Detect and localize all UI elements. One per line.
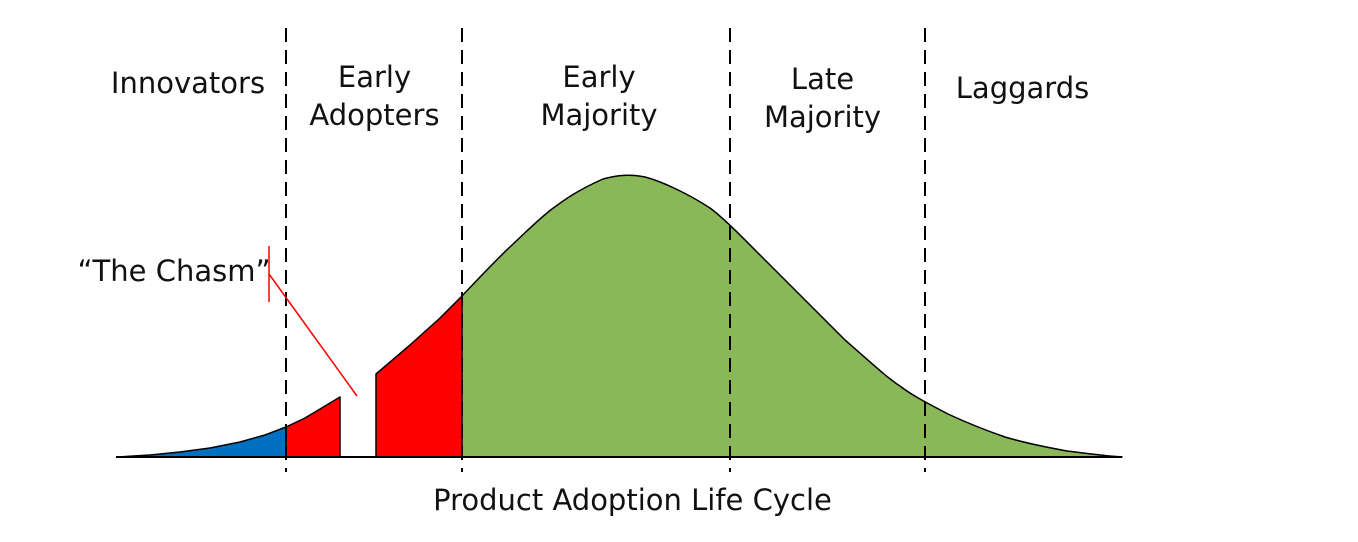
chasm-pointer-line [268, 273, 358, 397]
diagram-title: Product Adoption Life Cycle [433, 483, 832, 517]
early-adopters-area-right [375, 295, 463, 458]
majority-laggards-area [461, 174, 1123, 458]
segment-label-laggards: Laggards [935, 69, 1110, 107]
innovators-area [117, 426, 287, 458]
segment-label-line: Laggards [955, 71, 1090, 105]
segment-label-line: Innovators [110, 66, 266, 100]
segment-label-line: Adopters [309, 98, 440, 132]
segment-label-early-majority: Early Majority [515, 58, 683, 134]
segment-label-line: Early [337, 60, 412, 94]
chasm-label: “The Chasm” [77, 254, 271, 288]
segment-label-line: Late [790, 62, 855, 96]
segment-label-line: Majority [540, 98, 658, 132]
segment-label-late-majority: Late Majority [740, 60, 905, 136]
segment-label-early-adopters: Early Adopters [292, 58, 457, 134]
segment-label-line: Majority [763, 100, 882, 134]
segment-label-line: Early [562, 60, 636, 94]
early-adopters-area-left [285, 396, 341, 458]
segment-label-innovators: Innovators [102, 64, 274, 102]
